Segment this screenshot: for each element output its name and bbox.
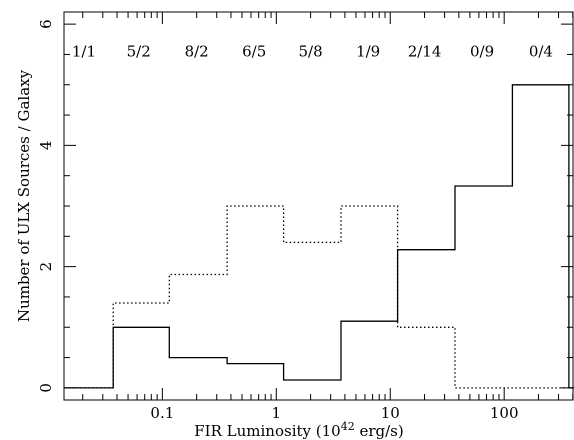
axis-ticks: 0.1 1 10 100 0 2 4 6 [37, 12, 574, 422]
y-tick-label: 6 [37, 19, 55, 29]
plot-border [63, 11, 574, 401]
y-tick-label: 4 [37, 141, 55, 151]
bin-count-label: 5/8 [299, 42, 323, 60]
y-tick-label: 0 [37, 383, 55, 393]
bin-count-label: 0/9 [470, 42, 494, 60]
axis-labels: FIR Luminosity (1042 erg/s) Number of UL… [15, 69, 404, 440]
x-axis-label-suffix: erg/s) [355, 422, 404, 440]
x-axis-label-exponent: 42 [341, 420, 355, 433]
bin-count-label: 6/5 [242, 42, 266, 60]
bin-count-label: 8/2 [185, 42, 209, 60]
bin-count-label: 1/9 [356, 42, 380, 60]
x-tick-label: 1 [272, 404, 282, 422]
bin-count-label: 0/4 [529, 42, 553, 60]
y-axis-label: Number of ULX Sources / Galaxy [15, 69, 33, 322]
dotted-step-series [64, 205, 574, 389]
bin-count-label: 2/14 [408, 42, 442, 60]
plot-frame [63, 11, 574, 401]
x-axis-label: FIR Luminosity (1042 erg/s) [194, 420, 403, 440]
x-tick-label: 10 [381, 404, 400, 422]
bin-count-label: 5/2 [127, 42, 151, 60]
bin-count-label: 1/1 [72, 42, 96, 60]
series-lines [64, 84, 574, 389]
x-axis-label-prefix: FIR Luminosity (10 [194, 422, 340, 440]
y-tick-label: 2 [37, 262, 55, 272]
solid-step-series [64, 84, 574, 389]
x-tick-label: 0.1 [150, 404, 174, 422]
x-tick-label: 100 [490, 404, 519, 422]
bin-labels: 1/1 5/2 8/2 6/5 5/8 1/9 2/14 0/9 0/4 [72, 42, 553, 60]
